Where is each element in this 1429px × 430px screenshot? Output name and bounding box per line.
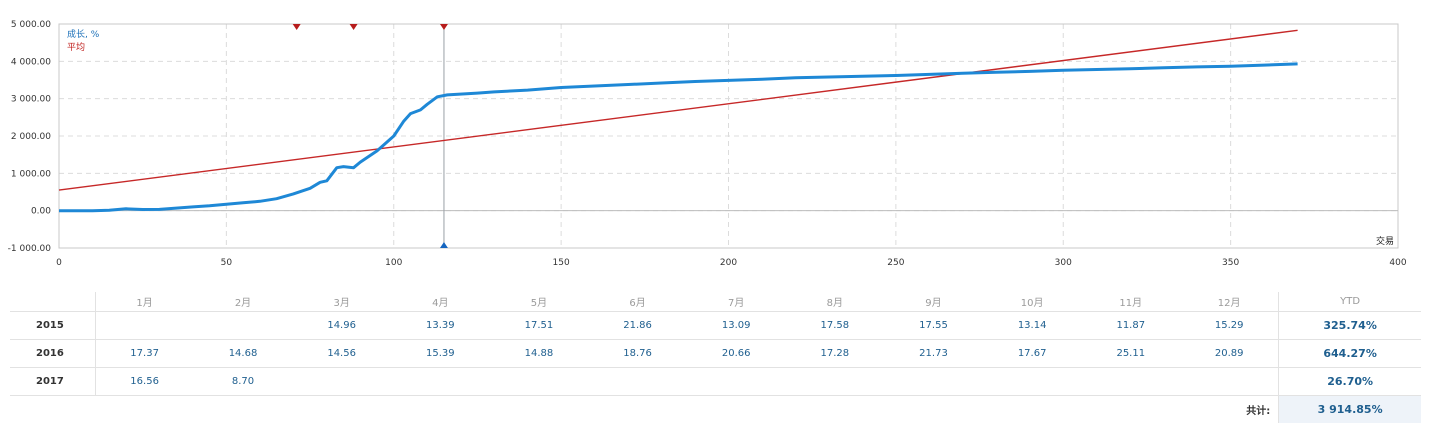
month-value: 13.09 [686,311,786,340]
y-tick-label: 2 000.00 [11,132,51,142]
month-header: 12月 [1180,292,1279,312]
month-value [95,311,194,340]
month-value: 17.51 [489,311,589,340]
month-header: 7月 [686,292,786,312]
x-tick-label: 300 [1055,258,1072,268]
sell-marker-triangle [439,24,448,30]
month-header: 5月 [489,292,589,312]
trade-markers [292,24,448,248]
month-value [1180,367,1279,396]
series-average-line [58,29,1298,191]
x-tick-label: 400 [1389,258,1406,268]
y-tick-label: 3 000.00 [11,95,51,105]
sell-marker-triangle [292,24,301,30]
month-header: 3月 [292,292,391,312]
month-value: 11.87 [1081,311,1181,340]
month-value: 18.76 [588,339,687,368]
month-header: 9月 [884,292,983,312]
y-axis-ticks: 5 000.00 4 000.00 3 000.00 2 000.00 1 000.00… [8,20,52,254]
month-value: 20.66 [686,339,786,368]
x-tick-label: 250 [887,258,904,268]
month-value [785,367,885,396]
x-tick-label: 150 [553,258,570,268]
month-header: 6月 [588,292,687,312]
month-value: 16.56 [95,367,194,396]
month-value [884,367,983,396]
month-value: 17.28 [785,339,885,368]
month-value: 17.58 [785,311,885,340]
x-tick-label: 50 [221,258,233,268]
month-value [1081,367,1181,396]
y-tick-label: 1 000.00 [11,169,51,179]
table-row: 2016 17.37 14.68 14.56 15.39 14.88 18.76… [10,339,1421,368]
table-row: 2015 14.96 13.39 17.51 21.86 13.09 17.58… [10,311,1421,340]
month-value: 15.29 [1180,311,1279,340]
month-value: 8.70 [193,367,293,396]
x-tick-label: 200 [720,258,737,268]
month-value: 21.86 [588,311,687,340]
legend-growth: 成长, % [67,28,100,40]
table-row: 2017 16.56 8.70 26.70% [10,367,1421,396]
series-growth-line [59,62,1298,213]
row-year: 2015 [10,311,96,340]
month-value: 17.67 [982,339,1082,368]
month-header: 10月 [982,292,1082,312]
month-value: 14.68 [193,339,293,368]
legend-average: 平均 [67,41,85,53]
ytd-header: YTD [1278,292,1421,312]
x-tick-label: 100 [385,258,402,268]
month-value [588,367,687,396]
y-tick-label: 4 000.00 [11,57,51,67]
month-header: 1月 [95,292,194,312]
month-value [292,367,391,396]
month-value: 21.73 [884,339,983,368]
chart-grid [59,24,1398,248]
x-axis-label: 交易 [1376,235,1394,247]
total-row: 共计: 3 914.85% [10,395,1421,423]
month-value: 15.39 [390,339,490,368]
month-value: 14.56 [292,339,391,368]
month-value [982,367,1082,396]
month-header: 4月 [390,292,490,312]
month-value: 14.96 [292,311,391,340]
ytd-value: 26.70% [1278,367,1421,396]
y-tick-label: 5 000.00 [11,20,51,30]
x-tick-label: 350 [1222,258,1239,268]
month-header: 8月 [785,292,885,312]
buy-marker-triangle [439,242,448,248]
total-label: 共计: [1246,406,1271,417]
total-value: 3 914.85% [1278,395,1421,423]
x-axis-ticks: 0 50 100 150 200 250 300 350 400 [56,258,1407,268]
row-year: 2016 [10,339,96,368]
month-value: 20.89 [1180,339,1279,368]
month-value: 14.88 [489,339,589,368]
month-value [489,367,589,396]
x-tick-label: 0 [56,258,62,268]
month-value [686,367,786,396]
month-header: 11月 [1081,292,1181,312]
y-tick-label: -1 000.00 [8,244,52,254]
growth-chart: 0 50 100 150 200 250 300 350 400 5 000.00 4 000.0… [8,20,1407,268]
month-value: 25.11 [1081,339,1181,368]
month-value [390,367,490,396]
ytd-value: 644.27% [1278,339,1421,368]
y-tick-label: 0.00 [31,207,51,217]
month-value: 17.55 [884,311,983,340]
table-header-row: 1月 2月 3月 4月 5月 6月 7月 8月 9月 10月 11月 12月 Y… [10,292,1421,312]
year-header [10,292,96,312]
monthly-returns-table: 1月 2月 3月 4月 5月 6月 7月 8月 9月 10月 11月 12月 Y… [10,292,1421,423]
ytd-value: 325.74% [1278,311,1421,340]
sell-marker-triangle [349,24,358,30]
month-value: 13.39 [390,311,490,340]
month-value: 13.14 [982,311,1082,340]
month-header: 2月 [193,292,293,312]
month-value: 17.37 [95,339,194,368]
plot-frame [58,23,1399,249]
row-year: 2017 [10,367,96,396]
month-value [193,311,293,340]
